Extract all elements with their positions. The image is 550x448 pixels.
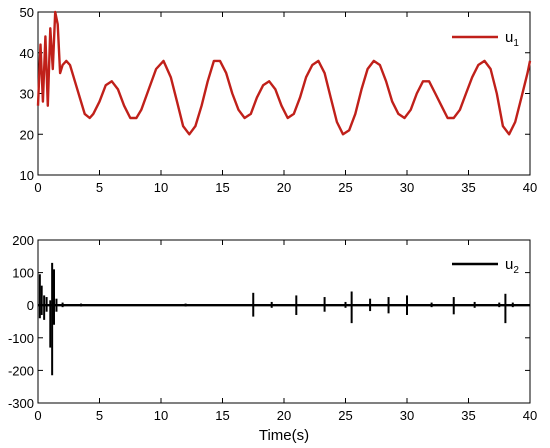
x-tick-label: 10 bbox=[154, 408, 168, 423]
x-tick-label: 20 bbox=[277, 408, 291, 423]
x-tick-label: 5 bbox=[96, 180, 103, 195]
x-ticks-u1: 0 5 10 15 20 25 30 35 40 bbox=[34, 12, 537, 195]
y-tick-label: 50 bbox=[20, 5, 34, 20]
x-tick-label: 30 bbox=[400, 408, 414, 423]
y-tick-label: -100 bbox=[8, 331, 34, 346]
x-tick-label: 0 bbox=[34, 408, 41, 423]
x-tick-label: 40 bbox=[523, 408, 537, 423]
x-tick-label: 25 bbox=[338, 408, 352, 423]
x-tick-label: 20 bbox=[277, 180, 291, 195]
x-ticks-u2: 0 5 10 15 20 25 30 35 40 bbox=[34, 240, 537, 423]
x-tick-label: 25 bbox=[338, 180, 352, 195]
series-u2 bbox=[38, 262, 530, 376]
y-tick-label: 0 bbox=[27, 298, 34, 313]
x-tick-label: 10 bbox=[154, 180, 168, 195]
legend-label-u2: u2 bbox=[505, 256, 519, 276]
y-tick-label: 40 bbox=[20, 46, 34, 61]
y-ticks-u1: 10 20 30 40 50 bbox=[20, 5, 530, 183]
y-tick-label: 20 bbox=[20, 127, 34, 142]
y-tick-label: 200 bbox=[12, 233, 34, 248]
y-tick-label: -300 bbox=[8, 396, 34, 411]
x-tick-label: 30 bbox=[400, 180, 414, 195]
series-line-u1 bbox=[36, 10, 532, 136]
x-tick-label: 40 bbox=[523, 180, 537, 195]
x-tick-label: 15 bbox=[215, 180, 229, 195]
legend-u2: u2 bbox=[452, 256, 519, 276]
x-axis-label: Time(s) bbox=[259, 427, 309, 444]
x-tick-label: 15 bbox=[215, 408, 229, 423]
legend-u1: u1 bbox=[452, 29, 519, 49]
x-tick-label: 35 bbox=[461, 408, 475, 423]
chart-u1: 10 20 30 40 50 0 5 10 15 20 25 30 35 40 u1 bbox=[20, 5, 538, 195]
x-tick-label: 0 bbox=[34, 180, 41, 195]
x-tick-label: 5 bbox=[96, 408, 103, 423]
y-tick-label: -200 bbox=[8, 363, 34, 378]
y-tick-label: 30 bbox=[20, 87, 34, 102]
x-tick-label: 35 bbox=[461, 180, 475, 195]
y-tick-label: 10 bbox=[20, 168, 34, 183]
legend-label-u1: u1 bbox=[505, 29, 519, 49]
y-ticks-u2: -300 -200 -100 0 100 200 bbox=[8, 233, 530, 411]
y-tick-label: 100 bbox=[12, 266, 34, 281]
